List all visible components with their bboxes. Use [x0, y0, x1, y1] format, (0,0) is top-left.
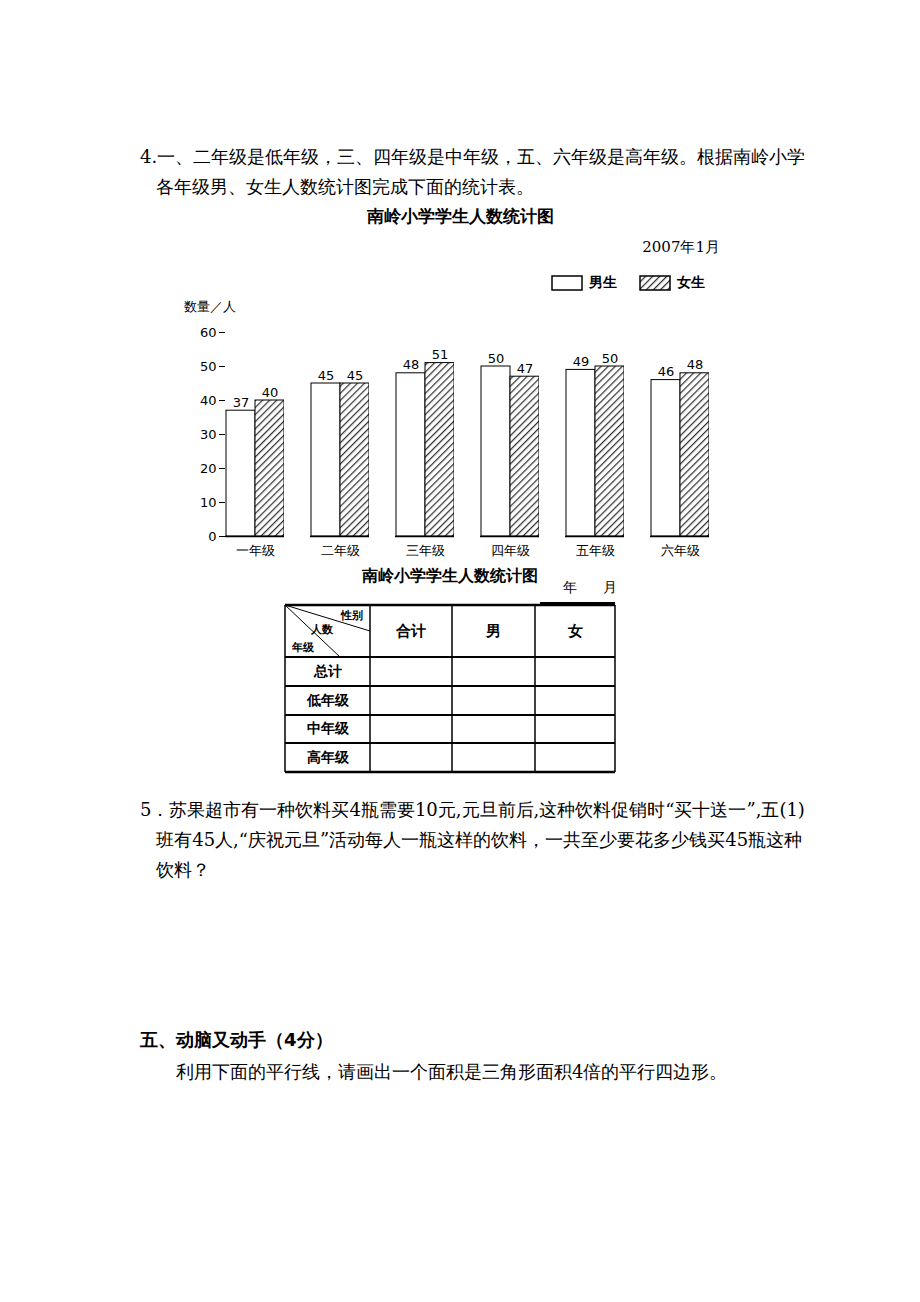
svg-text:20: 20	[200, 461, 217, 476]
svg-text:51: 51	[432, 347, 449, 362]
svg-text:30: 30	[200, 427, 217, 442]
svg-text:五年级: 五年级	[576, 543, 615, 558]
html-text:南岭小学学生人数统计图: 南岭小学学生人数统计图	[362, 566, 538, 585]
svg-text:总计: 总计	[313, 663, 342, 679]
svg-text:六年级: 六年级	[661, 543, 700, 558]
svg-text:年级: 年级	[291, 641, 315, 654]
html-text:年: 年	[563, 579, 577, 595]
svg-text:男: 男	[485, 622, 501, 640]
svg-text:60: 60	[200, 325, 217, 340]
svg-text:48: 48	[687, 357, 704, 372]
html-text:5．苏果超市有一种饮料买4瓶需要10元,元旦前后,这种饮料促: 5．苏果超市有一种饮料买4瓶需要10元,元旦前后,这种饮料促销时“买十送一”,五…	[140, 799, 805, 880]
svg-text:人数: 人数	[310, 623, 334, 636]
html-text:五、动脑又动手（4分）: 五、动脑又动手（4分）	[140, 1029, 333, 1050]
svg-text:数量／人: 数量／人	[184, 299, 236, 314]
svg-text:三年级: 三年级	[406, 543, 445, 558]
html-text:2007年1月: 2007年1月	[642, 238, 720, 256]
html-text:月: 月	[603, 579, 617, 595]
svg-text:低年级: 低年级	[306, 692, 350, 708]
svg-text:四年级: 四年级	[491, 543, 530, 558]
svg-text:46: 46	[658, 364, 675, 379]
svg-text:45: 45	[318, 368, 335, 383]
svg-text:45: 45	[347, 368, 364, 383]
svg-text:合计: 合计	[395, 622, 426, 640]
html-text:南岭小学学生人数统计图: 南岭小学学生人数统计图	[366, 206, 554, 226]
svg-text:女: 女	[567, 622, 583, 640]
html-text:女生: 女生	[677, 274, 705, 290]
svg-text:37: 37	[233, 395, 250, 410]
svg-text:40: 40	[262, 385, 279, 400]
svg-text:高年级: 高年级	[307, 749, 350, 765]
svg-text:一年级: 一年级	[236, 543, 275, 558]
svg-text:50: 50	[488, 351, 505, 366]
svg-text:40: 40	[200, 393, 217, 408]
svg-text:48: 48	[403, 357, 420, 372]
svg-text:49: 49	[573, 354, 590, 369]
svg-text:10: 10	[200, 495, 217, 510]
svg-text:50: 50	[200, 359, 217, 374]
svg-text:性别: 性别	[340, 609, 363, 622]
svg-text:0: 0	[208, 529, 216, 544]
svg-text:50: 50	[602, 351, 619, 366]
svg-text:47: 47	[517, 361, 534, 376]
svg-text:中年级: 中年级	[307, 720, 350, 736]
html-text:男生: 男生	[589, 274, 617, 290]
html-text:利用下面的平行线，请画出一个面积是三角形面积4倍的平行四边形: 利用下面的平行线，请画出一个面积是三角形面积4倍的平行四边形。	[176, 1061, 728, 1082]
svg-text:二年级: 二年级	[321, 543, 360, 558]
html-text:4.一、二年级是低年级，三、四年级是中年级，五、六年级是高年: 4.一、二年级是低年级，三、四年级是中年级，五、六年级是高年级。根据南岭小学各年…	[140, 146, 806, 197]
